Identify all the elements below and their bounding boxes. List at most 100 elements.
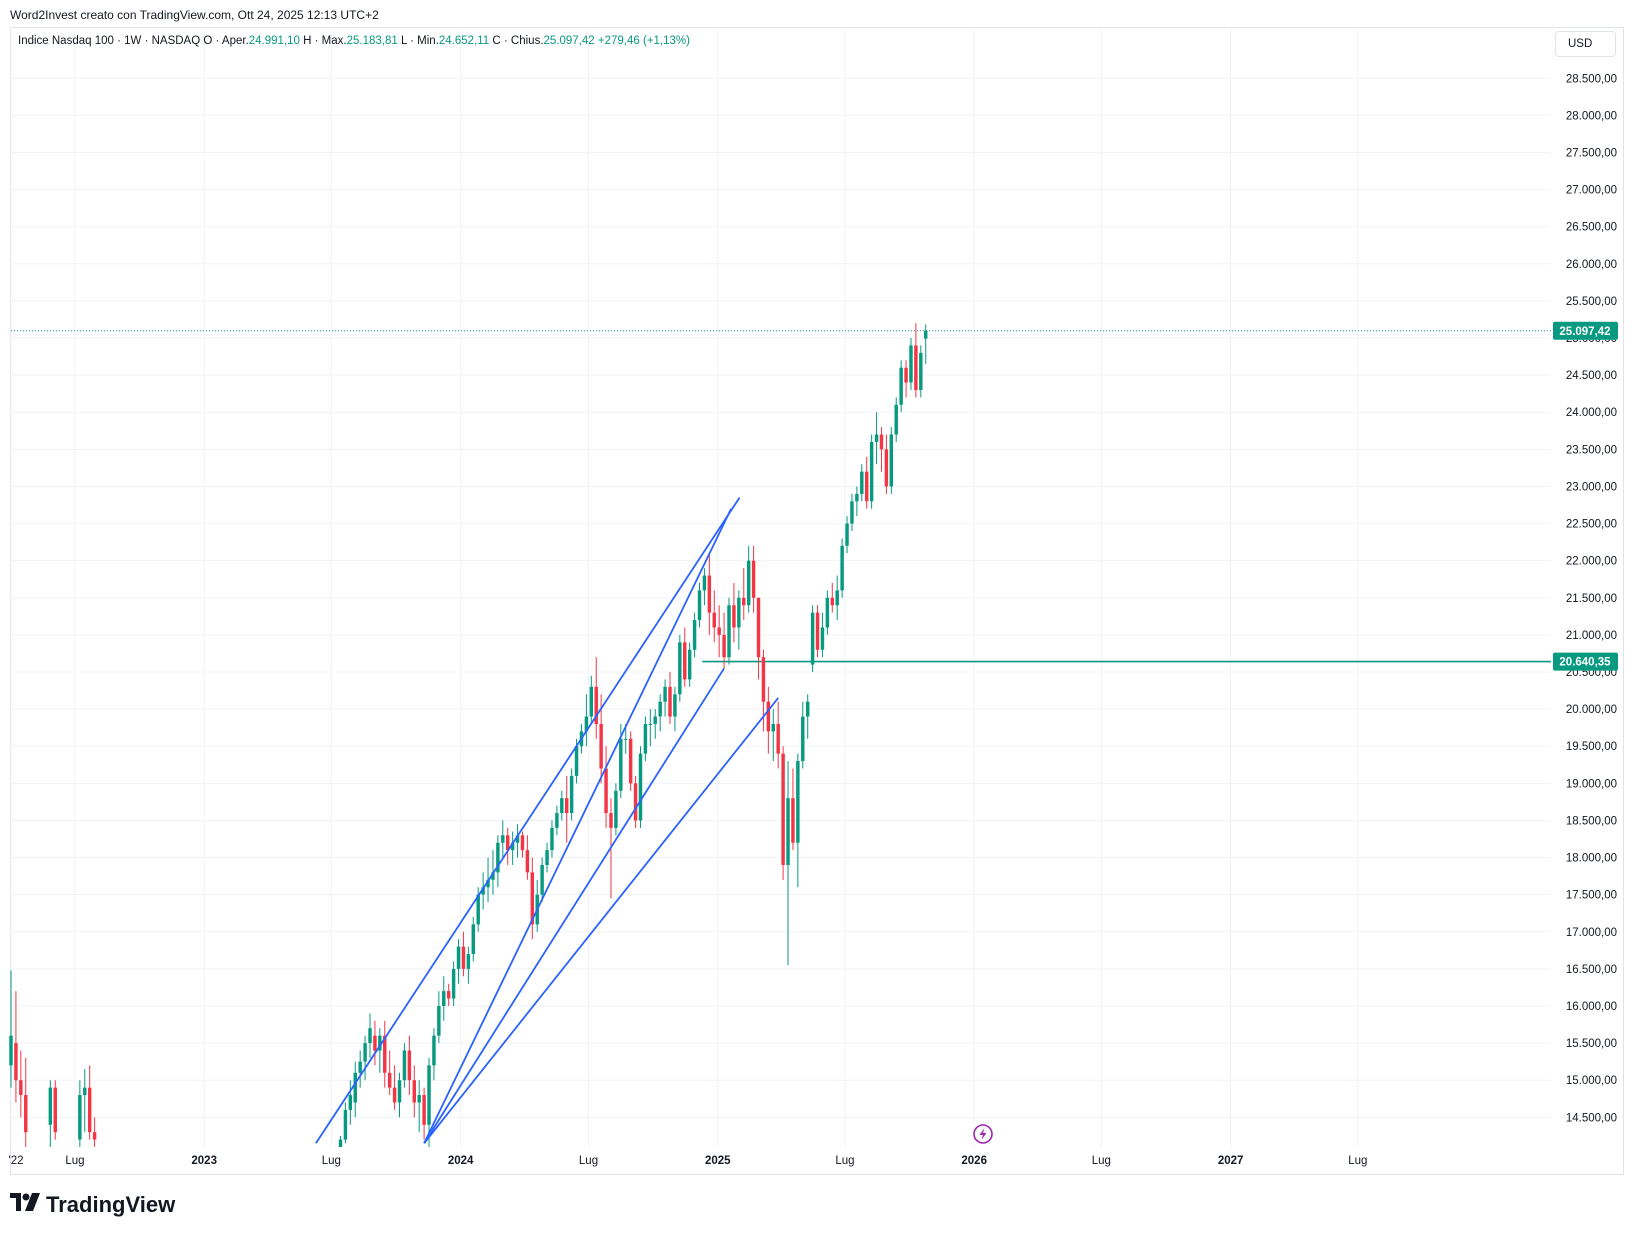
candle-body	[446, 991, 451, 999]
change-value: +279,46 (+1,13%)	[597, 35, 690, 47]
candle-body	[373, 1035, 377, 1051]
candle	[24, 1057, 28, 1147]
candle	[505, 827, 510, 865]
candle	[407, 1035, 412, 1096]
lightning-icon	[973, 1124, 993, 1144]
candle-body	[501, 835, 505, 843]
candle-body	[437, 1005, 441, 1036]
candle-body	[555, 813, 559, 828]
y-tick-label: 19.000,00	[1566, 778, 1617, 790]
low-value: 24.652,11	[438, 35, 490, 47]
tradingview-mark-icon	[10, 1193, 40, 1217]
candle-body	[899, 367, 903, 405]
candle-body	[879, 434, 884, 450]
candle	[437, 991, 441, 1044]
candle	[461, 931, 466, 977]
x-tick-label: 2025	[705, 1155, 731, 1167]
candle-body	[574, 746, 579, 776]
candle	[471, 916, 476, 962]
candle-body	[412, 1080, 416, 1103]
candle-body	[776, 723, 780, 754]
x-tick-label: Lug	[1348, 1155, 1367, 1167]
support-price-label: 20.640,35	[1559, 657, 1611, 669]
y-tick-label: 16.000,00	[1566, 1001, 1617, 1013]
candle-body	[584, 716, 589, 732]
candle-body	[924, 330, 928, 339]
chart-attribution: Word2Invest creato con TradingView.com, …	[10, 8, 379, 22]
candle	[564, 775, 569, 843]
price-axis: 14.500,00 15.000,00 15.500,00 16.000,00 16.5…	[1553, 73, 1618, 1124]
last-price-label: 25.097,42	[1559, 326, 1610, 338]
x-tick-label: 2024	[448, 1155, 474, 1167]
x-tick-label: 2027	[1218, 1155, 1244, 1167]
y-tick-label: 17.000,00	[1566, 927, 1617, 939]
candle	[904, 360, 908, 398]
candle-body	[746, 560, 751, 606]
close-value: 25.097,42	[543, 35, 595, 47]
candle-body	[909, 345, 913, 383]
candle-body	[87, 1087, 92, 1133]
candle	[924, 324, 928, 364]
candle	[466, 946, 471, 984]
trendline	[423, 697, 779, 1144]
candle	[737, 590, 741, 650]
y-tick-label: 25.500,00	[1566, 296, 1617, 308]
candle-body	[904, 367, 908, 383]
y-tick-label: 24.000,00	[1566, 407, 1617, 419]
candle	[594, 657, 598, 739]
y-tick-label: 18.000,00	[1566, 853, 1617, 865]
candle-body	[604, 768, 608, 814]
candle	[624, 723, 628, 754]
candle	[496, 835, 500, 888]
candle	[19, 1050, 23, 1118]
y-tick-label: 22.500,00	[1566, 519, 1617, 531]
candle	[727, 597, 731, 665]
y-tick-label: 21.500,00	[1566, 593, 1617, 605]
y-tick-label: 24.500,00	[1566, 370, 1617, 382]
candle	[663, 679, 667, 717]
support-level	[11, 330, 1551, 663]
high-label: H · Max.	[303, 35, 347, 47]
candle-body	[692, 620, 697, 650]
candle	[363, 1035, 367, 1081]
candle	[756, 597, 761, 680]
candle-body	[742, 597, 746, 606]
candle-body	[712, 612, 716, 628]
candle-body	[653, 716, 657, 724]
candle-body	[515, 835, 520, 843]
trendline	[423, 667, 725, 1144]
y-tick-label: 27.000,00	[1566, 185, 1617, 197]
candle-body	[663, 686, 667, 702]
candle	[781, 746, 785, 880]
candle-body	[786, 798, 790, 865]
candle-body	[530, 872, 535, 925]
candle	[687, 642, 692, 687]
candle	[855, 486, 859, 517]
candle	[914, 323, 918, 398]
candle-body	[427, 1065, 431, 1125]
candle-body	[855, 493, 859, 502]
candle-body	[850, 501, 854, 524]
candle	[412, 1065, 416, 1118]
candle	[648, 709, 653, 747]
candle-body	[717, 627, 721, 635]
y-tick-label: 17.500,00	[1566, 890, 1617, 902]
currency-button[interactable]: USD	[1555, 31, 1616, 57]
candle-body	[884, 449, 889, 487]
candle	[810, 605, 815, 673]
symbol-label[interactable]: Indice Nasdaq 100 · 1W · NASDAQ	[18, 35, 201, 47]
candle	[373, 1020, 377, 1066]
candle-body	[609, 813, 613, 828]
candle-body	[348, 1095, 353, 1110]
candle-body	[599, 723, 603, 769]
candle	[481, 872, 485, 910]
candle	[432, 1028, 436, 1081]
candle	[338, 1135, 343, 1147]
tradingview-logo[interactable]: TradingView	[10, 1192, 175, 1218]
x-tick-label: Lug	[1092, 1155, 1111, 1167]
candle-body	[894, 404, 898, 435]
candle-body	[407, 1050, 412, 1081]
candle-body	[456, 946, 461, 969]
candle-body	[461, 946, 466, 969]
